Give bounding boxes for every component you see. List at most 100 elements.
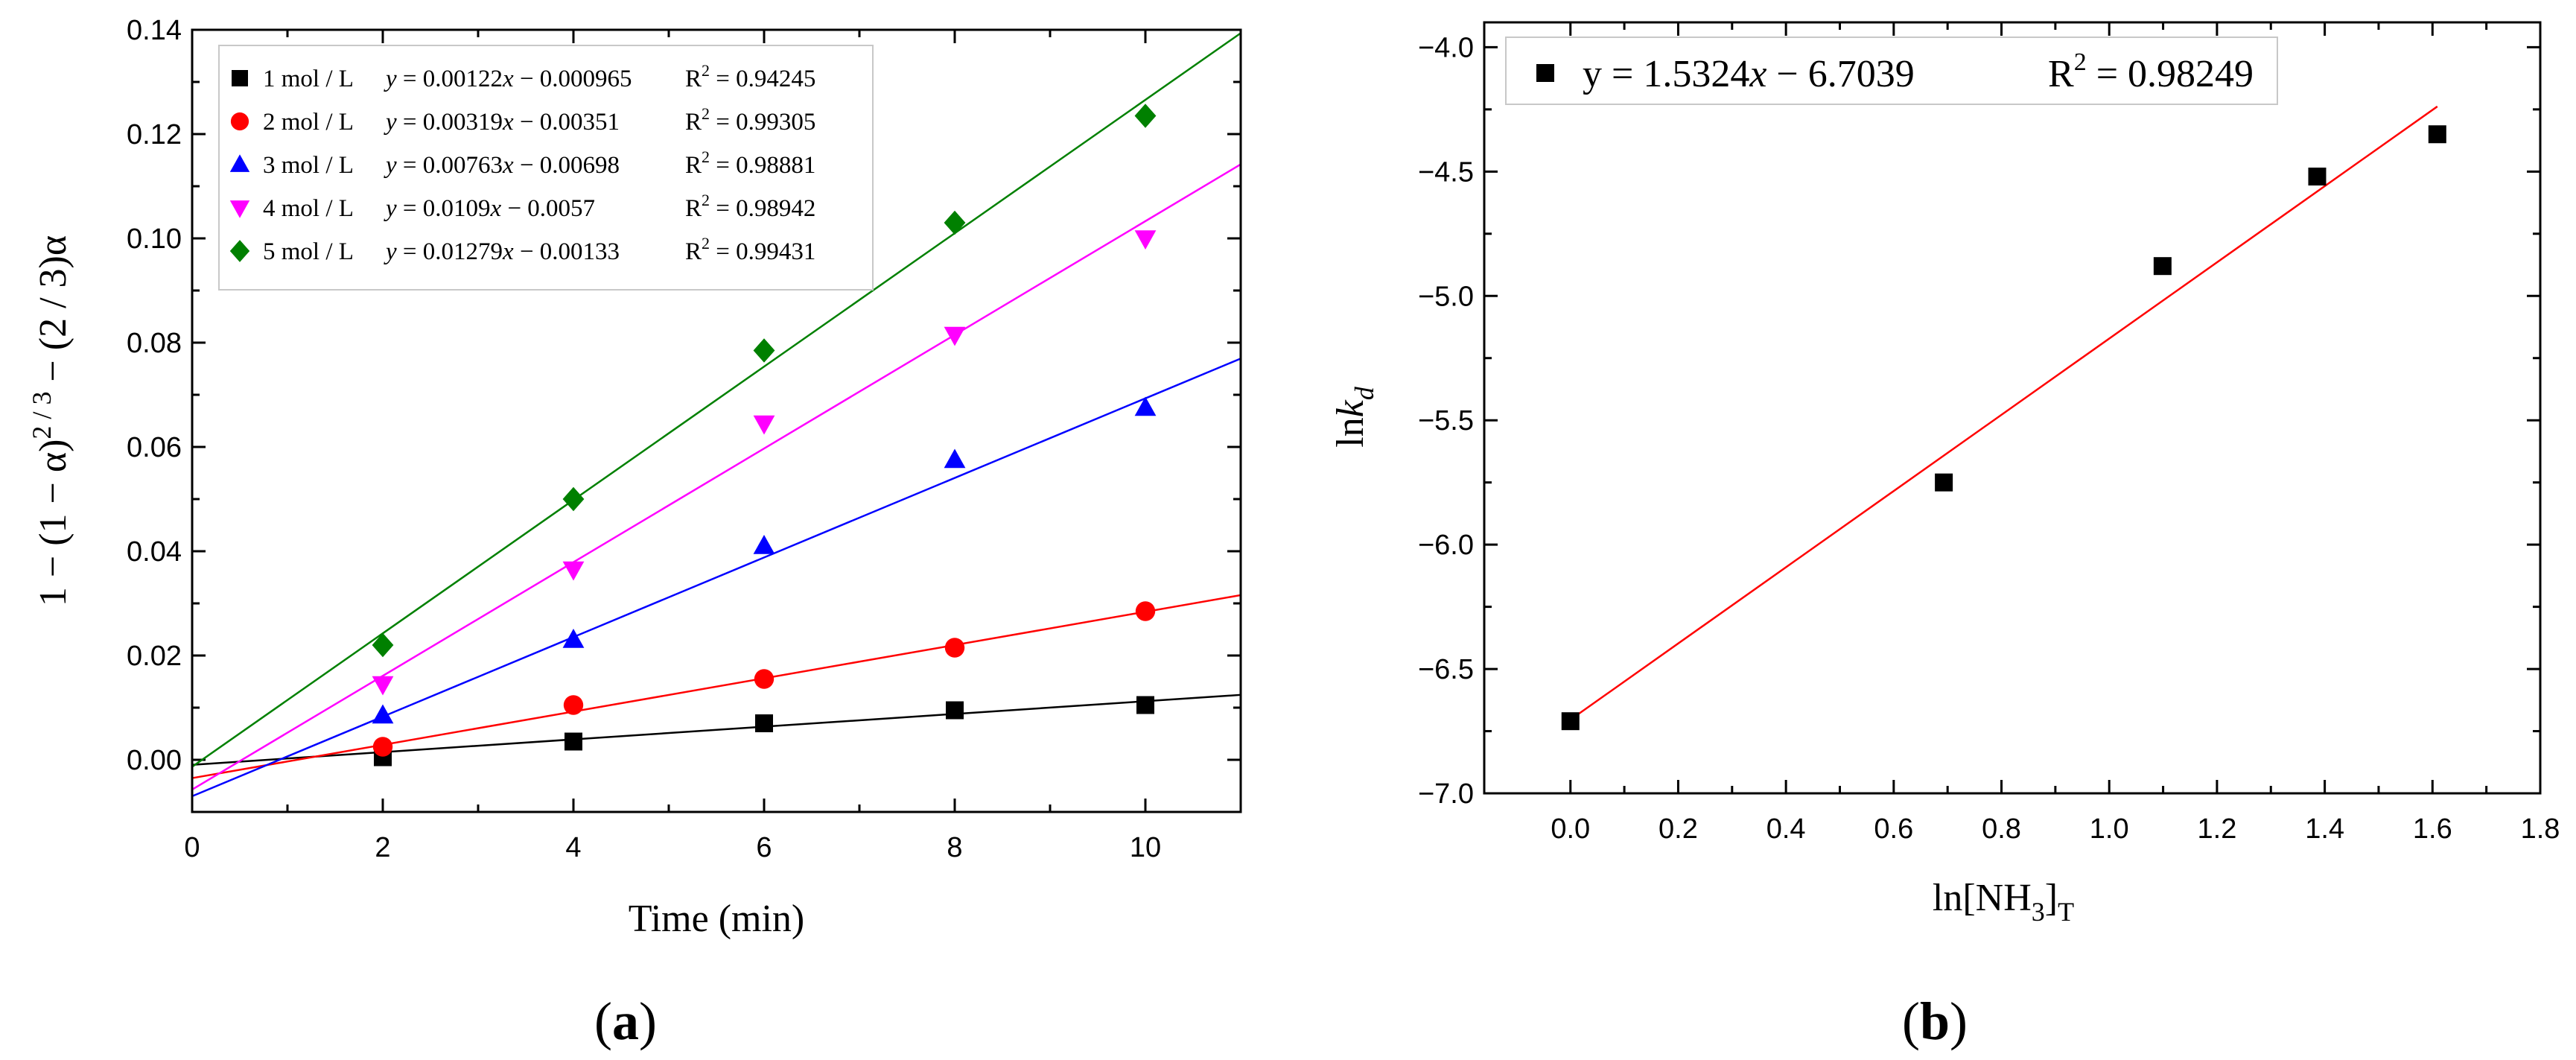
y-tick-label: −5.5	[1418, 405, 1474, 437]
legend-equation: y = 0.00319x − 0.00351	[384, 109, 620, 136]
legend-series-name: 3 mol / L	[263, 152, 354, 179]
data-point	[372, 737, 393, 757]
x-tick-label: 1.2	[2198, 813, 2237, 845]
panel-b-legend	[1505, 37, 2278, 105]
legend-marker	[229, 154, 250, 172]
panel-a-plot-frame	[191, 28, 1242, 813]
y-tick-label: 0.06	[127, 432, 182, 463]
x-tick-label: 0.0	[1551, 813, 1590, 845]
x-tick-label: 8	[947, 832, 962, 863]
fit-line	[191, 32, 1241, 768]
data-point	[2308, 168, 2327, 185]
legend-marker	[1536, 64, 1554, 82]
data-point	[1134, 230, 1157, 250]
data-point	[944, 638, 965, 658]
y-tick-label: −5.0	[1418, 281, 1474, 312]
y-tick-label: 0.02	[127, 641, 182, 672]
y-tick-label: −6.0	[1418, 530, 1474, 561]
y-tick-label: −7.0	[1418, 778, 1474, 810]
x-tick-label: 4	[565, 832, 581, 863]
y-tick-label: −6.5	[1418, 654, 1474, 685]
data-point	[563, 695, 584, 715]
data-point	[372, 676, 394, 696]
legend-marker	[229, 200, 250, 218]
panel-b-legend-entries: y = 1.5324x − 6.7039 R2 = 0.98249	[1536, 48, 2254, 95]
fit-line	[191, 358, 1241, 798]
y-tick-label: 0.08	[127, 328, 182, 359]
data-point	[1134, 396, 1157, 416]
fit-line	[191, 163, 1241, 790]
y-tick-label: 0.14	[127, 15, 182, 46]
data-point	[1935, 473, 1953, 492]
panel-b-ticks: 0.0 0.2 0.4 0.6 0.8 1.0 1.2 1.4 1.6 1.8 −7.0 −6.5 −6…	[1418, 22, 2560, 845]
x-tick-label: 0	[184, 832, 200, 863]
fit-line	[191, 594, 1241, 779]
x-tick-label: 1.8	[2521, 813, 2560, 845]
panel-a: 0 2 4 6 8 100.000.020.040.060.080.100.120.14 …	[27, 15, 1242, 1051]
legend-r2: R2 = 0.94245	[685, 61, 815, 92]
panel-b-fit-lines	[1570, 105, 2438, 721]
y-tick-label: −4.5	[1418, 156, 1474, 188]
data-point	[753, 338, 775, 363]
data-point	[754, 669, 775, 689]
y-tick-label: 0.04	[127, 536, 182, 568]
panel-b-label: (b)	[1902, 991, 1968, 1051]
data-point	[2153, 257, 2172, 276]
legend-marker	[229, 240, 250, 262]
data-point	[2428, 125, 2446, 144]
panel-a-label: (a)	[594, 991, 657, 1051]
legend-r2: R2 = 0.99431	[685, 234, 815, 265]
x-tick-label: 1.6	[2413, 813, 2452, 845]
legend-marker	[232, 70, 248, 86]
legend-equation: y = 0.01279x − 0.00133	[384, 238, 620, 265]
legend-series-name: 1 mol / L	[263, 66, 354, 92]
data-point	[562, 629, 585, 648]
panel-a-data-points	[372, 104, 1157, 767]
legend-equation: y = 1.5324x − 6.7039	[1583, 53, 1915, 95]
data-point	[753, 415, 775, 435]
y-tick-label: −4.0	[1418, 32, 1474, 63]
panel-a-fit-lines	[191, 32, 1241, 798]
legend-series-name: 4 mol / L	[263, 195, 354, 222]
panel-b-plot-frame	[1483, 21, 2542, 795]
data-point	[944, 210, 966, 235]
x-tick-label: 1.4	[2305, 813, 2344, 845]
legend-series-name: 2 mol / L	[263, 109, 354, 136]
legend-series-name: 5 mol / L	[263, 238, 354, 265]
x-tick-label: 10	[1130, 832, 1161, 863]
data-point	[753, 535, 775, 554]
fit-line	[191, 694, 1241, 767]
fit-line	[1570, 105, 2438, 721]
x-tick-label: 0.8	[1982, 813, 2021, 845]
legend-r2: R2 = 0.99305	[685, 104, 815, 136]
y-tick-label: 0.12	[127, 119, 182, 150]
legend-marker	[230, 112, 249, 131]
panel-a-legend-entries: 1 mol / L y = 0.00122x − 0.000965 R2 = 0.9…	[229, 61, 815, 265]
data-point	[944, 326, 966, 346]
panel-a-y-axis-label: 1 − (1 − α)2 / 3 − (2 / 3)α	[27, 235, 74, 606]
legend-r2: R2 = 0.98249	[2048, 48, 2254, 95]
x-tick-label: 2	[375, 832, 390, 863]
panel-b-y-axis-label: lnkd	[1329, 386, 1379, 448]
y-tick-label: 0.10	[127, 223, 182, 255]
data-point	[372, 704, 394, 724]
legend-equation: y = 0.00763x − 0.00698	[384, 152, 620, 179]
panel-b-x-axis-label: ln[NH3]T	[1933, 877, 2074, 927]
legend-r2: R2 = 0.98881	[685, 147, 815, 179]
data-point	[565, 732, 582, 751]
data-point	[1561, 712, 1580, 731]
data-point	[944, 448, 966, 469]
x-tick-label: 0.2	[1659, 813, 1698, 845]
x-tick-label: 1.0	[2090, 813, 2129, 845]
legend-r2: R2 = 0.98942	[685, 191, 815, 222]
legend-equation: y = 0.0109x − 0.0057	[384, 195, 595, 222]
legend-equation: y = 0.00122x − 0.000965	[384, 66, 632, 92]
panel-a-legend	[218, 45, 874, 291]
x-tick-label: 0.4	[1766, 813, 1806, 845]
panel-a-ticks: 0 2 4 6 8 10 0.00 0.02 0.04 0.06 0.08 0.10 0.12 0.14	[127, 15, 1241, 863]
panel-b-data-points	[1561, 125, 2446, 731]
data-point	[1134, 104, 1157, 128]
data-point	[562, 561, 585, 581]
panel-a-x-axis-label: Time (min)	[629, 898, 804, 940]
